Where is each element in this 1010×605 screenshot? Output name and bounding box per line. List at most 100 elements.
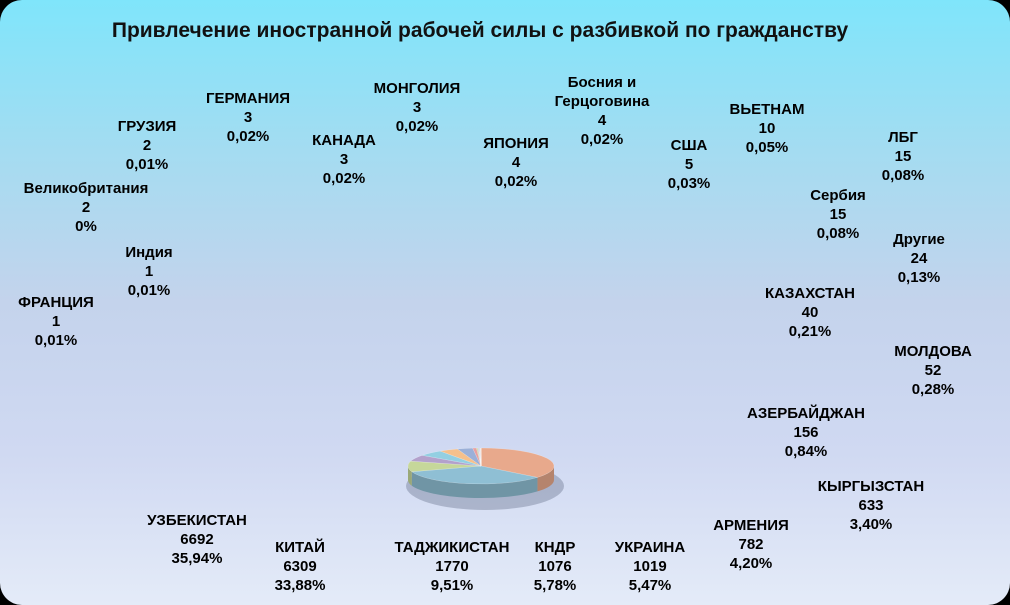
pie-side-узбекистан <box>537 466 554 492</box>
pie-slice-узбекистан <box>480 447 555 478</box>
data-label-германия: ГЕРМАНИЯ 3 0,02% <box>206 89 290 146</box>
data-label-вьетнам: ВЬЕТНАМ 10 0,05% <box>730 100 805 157</box>
data-label-value: 633 <box>858 497 884 514</box>
pie-side-китай <box>411 471 538 498</box>
pie-slice-азербайджан <box>472 447 482 467</box>
data-label-percent: 0,84% <box>784 443 828 460</box>
pie-slice-вьетнам <box>479 447 482 467</box>
pie-slice-украина <box>422 450 482 467</box>
data-label-percent: 0,03% <box>667 175 711 192</box>
data-label-таджикистан: ТАДЖИКИСТАН 1770 9,51% <box>395 538 510 595</box>
data-label-value: 40 <box>801 304 819 321</box>
data-label-name: Индия <box>125 244 173 261</box>
data-label-value: 2 <box>81 199 91 216</box>
data-label-name: КАНАДА <box>312 132 376 149</box>
data-label-value: 10 <box>758 120 776 137</box>
data-label-value: 2 <box>142 137 152 154</box>
data-label-percent: 0,21% <box>788 323 832 340</box>
data-label-name: Босния и Герцоговина <box>554 74 650 110</box>
data-label-percent: 5,47% <box>628 577 672 594</box>
data-label-name: США <box>670 137 708 154</box>
data-label-percent: 0,02% <box>580 131 624 148</box>
data-label-value: 3 <box>339 151 349 168</box>
data-label-value: 1076 <box>538 558 572 575</box>
data-label-percent: 0,13% <box>897 269 941 286</box>
data-label-value: 3 <box>412 99 422 116</box>
pie-slice-лбг <box>479 447 482 467</box>
data-label-name: ВЬЕТНАМ <box>729 101 805 118</box>
data-label-name: ГЕРМАНИЯ <box>205 90 291 107</box>
data-label-value: 782 <box>738 536 764 553</box>
data-label-value: 24 <box>910 250 928 267</box>
data-label-value: 1019 <box>633 558 667 575</box>
data-label-percent: 0,28% <box>911 381 955 398</box>
data-label-value: 1 <box>144 263 154 280</box>
data-label-name: УКРАИНА <box>614 539 686 556</box>
data-label-босния-и-герцоговина: Босния и Герцоговина 4 0,02% <box>537 73 667 149</box>
data-label-percent: 0,08% <box>881 167 925 184</box>
data-label-name: Другие <box>893 231 945 248</box>
data-label-value: 6692 <box>180 531 214 548</box>
data-label-value: 15 <box>829 206 847 223</box>
data-label-китай: КИТАЙ 6309 33,88% <box>275 538 326 595</box>
data-label-молдова: МОЛДОВА 52 0,28% <box>894 342 972 399</box>
data-label-другие: Другие 24 0,13% <box>893 230 945 287</box>
data-label-value: 52 <box>924 362 942 379</box>
data-label-percent: 5,78% <box>533 577 577 594</box>
data-label-percent: 0,08% <box>816 225 860 242</box>
data-label-name: КАЗАХСТАН <box>765 285 855 302</box>
data-label-percent: 0,01% <box>34 332 78 349</box>
data-label-percent: 0,01% <box>125 156 169 173</box>
data-label-украина: УКРАИНА 1019 5,47% <box>615 538 685 595</box>
pie-slice-другие <box>478 447 482 467</box>
data-label-сербия: Сербия 15 0,08% <box>810 186 866 243</box>
data-label-япония: ЯПОНИЯ 4 0,02% <box>483 134 549 191</box>
data-label-лбг: ЛБГ 15 0,08% <box>882 128 925 185</box>
data-label-value: 4 <box>597 112 607 129</box>
pie-slice-кндр <box>410 455 482 467</box>
pie-slice-армения <box>439 448 482 467</box>
pie-slice-таджикистан <box>407 460 482 473</box>
data-label-value: 1 <box>51 313 61 330</box>
data-label-name: АРМЕНИЯ <box>713 517 789 534</box>
data-label-name: ФРАНЦИЯ <box>18 294 94 311</box>
data-label-монголия: МОНГОЛИЯ 3 0,02% <box>374 79 461 136</box>
data-label-кндр: КНДР 1076 5,78% <box>534 538 577 595</box>
data-label-percent: 0,01% <box>127 282 171 299</box>
data-label-percent: 35,94% <box>171 550 223 567</box>
data-label-value: 15 <box>894 148 912 165</box>
data-label-value: 3 <box>243 109 253 126</box>
data-label-percent: 4,20% <box>729 555 773 572</box>
pie-slice-китай <box>411 465 538 485</box>
data-label-азербайджан: АЗЕРБАЙДЖАН 156 0,84% <box>747 404 865 461</box>
data-label-percent: 3,40% <box>849 516 893 533</box>
pie-slice-босния-и-герцоговина <box>480 447 482 467</box>
data-label-name: Великобритания <box>23 180 149 197</box>
data-label-percent: 0,02% <box>395 118 439 135</box>
pie-side-таджикистан <box>407 466 412 486</box>
data-label-казахстан: КАЗАХСТАН 40 0,21% <box>765 284 855 341</box>
data-label-name: КНДР <box>534 539 576 556</box>
data-label-name: ГРУЗИЯ <box>117 118 177 135</box>
pie-slice-молдова <box>476 447 482 467</box>
data-label-канада: КАНАДА 3 0,02% <box>312 131 376 188</box>
data-label-value: 6309 <box>283 558 317 575</box>
data-label-name: АЗЕРБАЙДЖАН <box>747 405 865 422</box>
data-label-армения: АРМЕНИЯ 782 4,20% <box>713 516 789 573</box>
pie-slice-кыргызстан <box>456 447 482 467</box>
data-label-percent: 0,02% <box>226 128 270 145</box>
data-label-name: МОЛДОВА <box>894 343 972 360</box>
data-label-percent: 9,51% <box>430 577 474 594</box>
data-label-name: ЛБГ <box>888 129 918 146</box>
data-label-value: 4 <box>511 154 521 171</box>
data-label-name: КЫРГЫЗСТАН <box>817 478 925 495</box>
data-label-value: 156 <box>793 424 819 441</box>
data-label-name: КИТАЙ <box>275 539 325 556</box>
data-label-грузия: ГРУЗИЯ 2 0,01% <box>118 117 177 174</box>
data-label-великобритания: Великобритания 2 0% <box>24 179 149 236</box>
data-label-name: МОНГОЛИЯ <box>373 80 461 97</box>
data-label-percent: 0,02% <box>494 173 538 190</box>
data-label-name: ЯПОНИЯ <box>483 135 549 152</box>
